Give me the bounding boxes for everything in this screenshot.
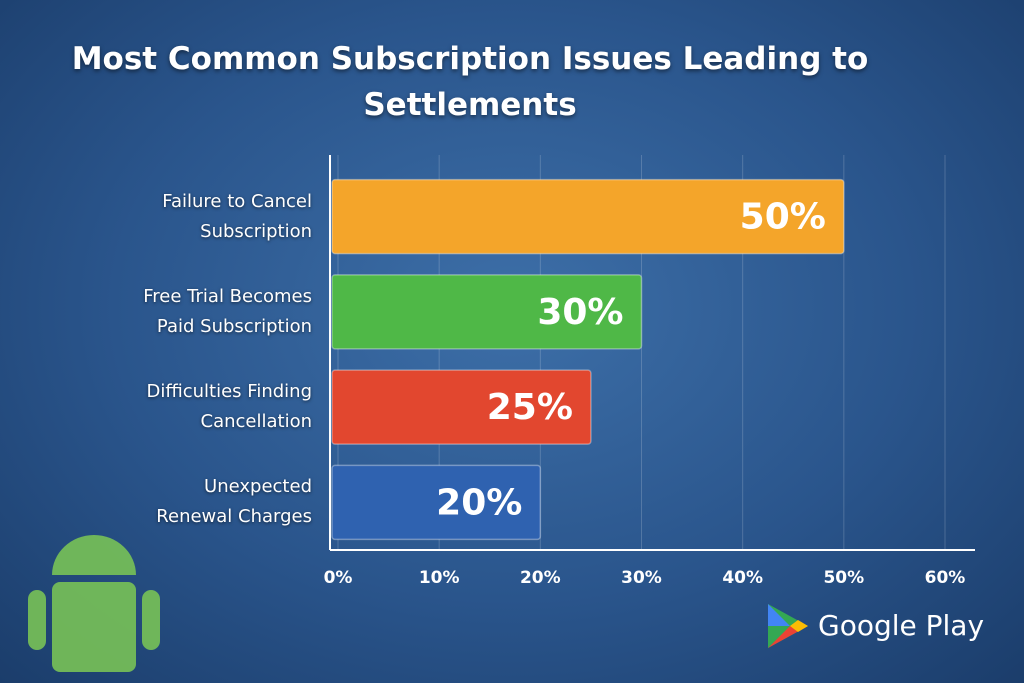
- y-tick-label: Unexpected Renewal Charges: [156, 476, 312, 528]
- y-tick-label: Free Trial Becomes Paid Subscription: [143, 285, 312, 337]
- logo-text: Google Play: [818, 609, 984, 642]
- bar: [331, 178, 845, 255]
- x-tick-label: 20%: [520, 568, 561, 588]
- y-tick-label: Difficulties Finding Cancellation: [146, 381, 312, 433]
- android-icon: [28, 535, 160, 672]
- x-tick-label: 10%: [419, 568, 460, 588]
- bar: [331, 274, 643, 350]
- value-label: 30%: [537, 292, 623, 333]
- x-tick-label: 40%: [722, 568, 763, 588]
- play-icon: [768, 604, 808, 648]
- x-tick-label: 0%: [324, 568, 353, 588]
- bar: [331, 369, 592, 445]
- value-label: 50%: [740, 197, 826, 238]
- y-tick-label: Failure to Cancel Subscription: [162, 190, 312, 242]
- chart-title: Most Common Subscription Issues Leading …: [71, 41, 869, 123]
- x-tick-label: 60%: [925, 568, 966, 588]
- value-label: 25%: [487, 387, 573, 428]
- x-tick-label: 30%: [621, 568, 662, 588]
- x-tick-label: 50%: [823, 568, 864, 588]
- value-label: 20%: [436, 482, 522, 523]
- bar: [331, 464, 542, 541]
